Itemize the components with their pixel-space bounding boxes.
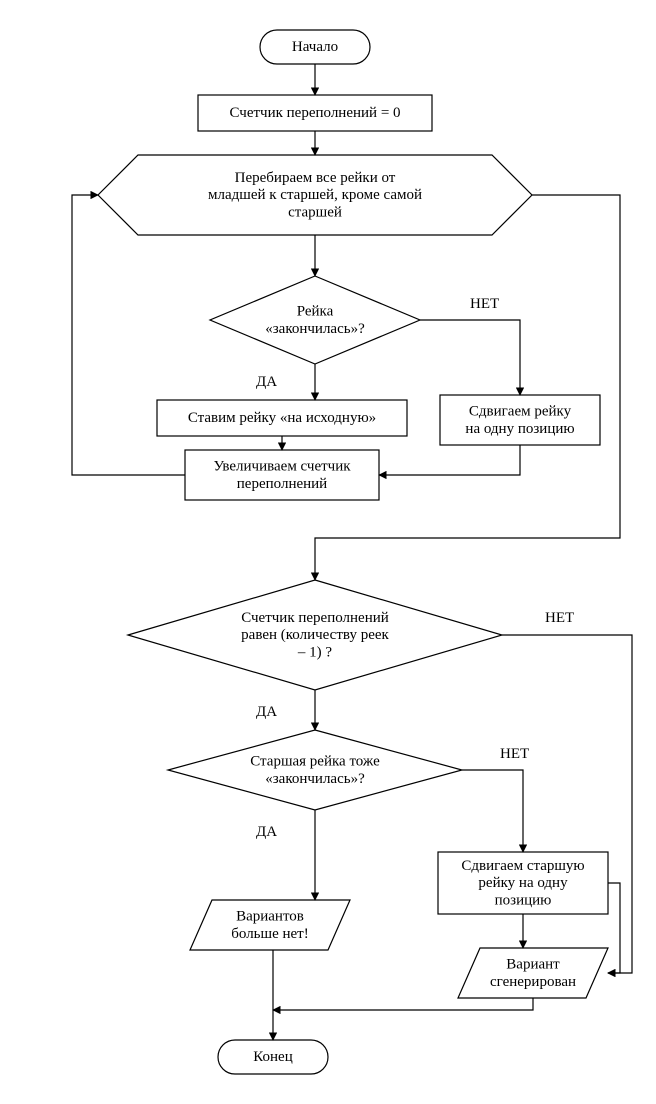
svg-text:Конец: Конец <box>253 1049 292 1065</box>
svg-text:НЕТ: НЕТ <box>500 746 529 762</box>
svg-text:Сдвигаем рейкуна одну позицию: Сдвигаем рейкуна одну позицию <box>465 404 574 437</box>
svg-text:ДА: ДА <box>256 704 277 720</box>
svg-text:ДА: ДА <box>256 374 277 390</box>
svg-text:Ставим рейку «на исходную»: Ставим рейку «на исходную» <box>188 410 376 426</box>
svg-text:Увеличиваем счетчикпереполнени: Увеличиваем счетчикпереполнений <box>213 459 351 492</box>
svg-text:НЕТ: НЕТ <box>470 296 499 312</box>
svg-text:Сдвигаем старшуюрейку на однуп: Сдвигаем старшуюрейку на однупозицию <box>461 858 584 909</box>
svg-text:Рейка«закончилась»?: Рейка«закончилась»? <box>265 304 365 337</box>
svg-text:Вариантовбольше нет!: Вариантовбольше нет! <box>231 909 308 942</box>
svg-text:ДА: ДА <box>256 824 277 840</box>
svg-text:Счетчик переполненийравен (кол: Счетчик переполненийравен (количеству ре… <box>241 610 389 661</box>
flowchart-diagram: Начало Счетчик переполнений = 0 Перебираем… <box>0 0 656 1104</box>
svg-text:НЕТ: НЕТ <box>545 610 574 626</box>
svg-text:Вариантсгенерирован: Вариантсгенерирован <box>490 957 576 990</box>
svg-text:Начало: Начало <box>292 39 338 55</box>
svg-text:Перебираем все рейки отмладшей: Перебираем все рейки отмладшей к старшей… <box>208 170 422 221</box>
svg-text:Старшая рейка тоже«закончилась: Старшая рейка тоже«закончилась»? <box>250 754 380 787</box>
svg-text:Счетчик переполнений = 0: Счетчик переполнений = 0 <box>229 105 400 121</box>
